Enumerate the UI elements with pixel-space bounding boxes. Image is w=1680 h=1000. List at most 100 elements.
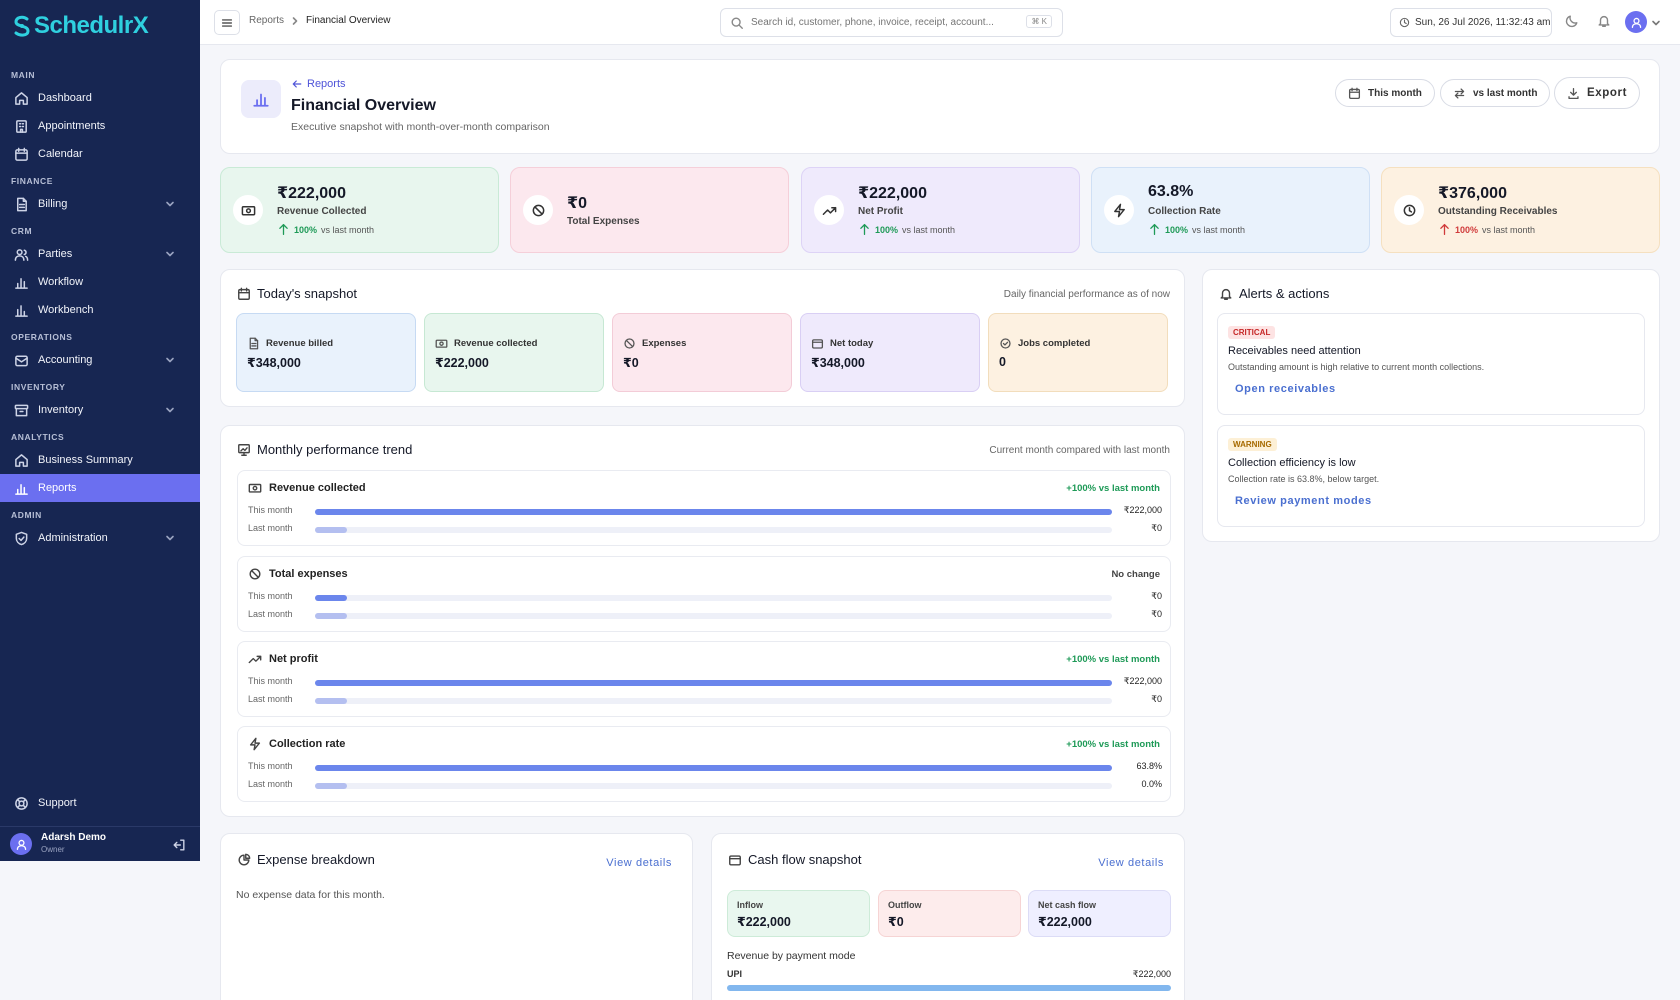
avatar (10, 833, 32, 855)
arrows-exchange-icon (1454, 87, 1465, 99)
alert-item: CRITICAL Receivables need attention Outs… (1217, 313, 1645, 415)
breadcrumb-parent[interactable]: Reports (249, 15, 285, 26)
app-name: SchedulrX (34, 12, 149, 39)
ban-icon (624, 338, 635, 349)
kpi-delta-percent: 100% (1165, 224, 1189, 235)
kpi-delta-percent: 100% (875, 224, 899, 235)
period-button[interactable]: This month (1335, 79, 1435, 107)
search-input[interactable] (751, 17, 1021, 28)
user-name: Adarsh Demo (41, 832, 107, 843)
user-avatar-button[interactable] (1625, 11, 1647, 33)
row-value: ₹0 (1151, 609, 1162, 619)
sidebar-item-label: Dashboard (38, 92, 92, 104)
trend-title: Monthly performance trend (257, 442, 413, 457)
snapshot-label: Jobs completed (1018, 338, 1091, 349)
section-label-crm: CRM (11, 226, 33, 236)
sidebar-item-appointments[interactable]: Appointments (0, 112, 200, 140)
sidebar-item-label: Administration (38, 532, 108, 544)
chevron-down-icon (166, 251, 174, 257)
menu-icon (221, 18, 233, 27)
open-receivables-link[interactable]: Open receivables (1235, 383, 1336, 395)
this-month-bar (315, 595, 347, 601)
row-value: ₹0 (1151, 694, 1162, 704)
sidebar-item-calendar[interactable]: Calendar (0, 140, 200, 168)
pie-chart-icon (238, 853, 251, 865)
search-shortcut: ⌘ K (1026, 15, 1052, 28)
app-logo[interactable]: SchedulrX (12, 8, 149, 44)
card-title: Expense breakdown (237, 852, 375, 867)
cashflow-view-details-link[interactable]: View details (1098, 857, 1164, 869)
sidebar-item-label: Workbench (38, 304, 94, 316)
sidebar-item-business-summary[interactable]: Business Summary (0, 446, 200, 474)
ban-icon (249, 568, 261, 580)
review-payment-modes-link[interactable]: Review payment modes (1235, 495, 1372, 507)
global-search[interactable]: ⌘ K (720, 8, 1063, 37)
last-month-bar (315, 783, 347, 789)
card-title: Monthly performance trend (237, 442, 412, 457)
bar-chart-icon (15, 483, 28, 495)
expense-title: Expense breakdown (257, 852, 375, 867)
sidebar-item-workbench[interactable]: Workbench (0, 296, 200, 324)
chevron-down-icon (166, 201, 174, 207)
alerts-title: Alerts & actions (1239, 286, 1330, 301)
sidebar-item-inventory[interactable]: Inventory (0, 396, 200, 424)
logout-icon[interactable] (172, 838, 186, 852)
snapshot-label: Net today (830, 338, 874, 349)
period-button-label: This month (1368, 87, 1422, 99)
card-title: Cash flow snapshot (728, 852, 861, 867)
sidebar-item-label: Accounting (38, 354, 93, 366)
file-text-icon (17, 197, 27, 211)
trending-up-icon (814, 195, 844, 225)
breadcrumb: Reports Financial Overview (249, 15, 391, 26)
row-value: 0.0% (1141, 779, 1162, 789)
page-title: Financial Overview (291, 97, 436, 114)
user-icon (16, 839, 26, 850)
sidebar-item-billing[interactable]: Billing (0, 190, 200, 218)
sidebar-item-label: Support (38, 797, 77, 809)
ban-icon (523, 195, 553, 225)
banknote-icon (233, 195, 263, 225)
sidebar-item-workflow[interactable]: Workflow (0, 268, 200, 296)
back-link[interactable]: Reports (291, 78, 346, 90)
menu-toggle-button[interactable] (214, 10, 240, 35)
compare-button-label: vs last month (1473, 87, 1538, 99)
page-subtitle: Executive snapshot with month-over-month… (291, 121, 550, 133)
sidebar-item-administration[interactable]: Administration (0, 524, 200, 552)
sidebar-item-accounting[interactable]: Accounting (0, 346, 200, 374)
kpi-delta-label: vs last month (1482, 224, 1536, 235)
page-header: Reports Financial Overview Executive sna… (220, 59, 1660, 154)
expense-view-details-link[interactable]: View details (606, 857, 672, 869)
export-button[interactable]: Export (1554, 77, 1641, 109)
progress-track (315, 698, 1112, 704)
chevron-down-icon[interactable] (1651, 18, 1661, 28)
metric-header: Revenue collected (248, 481, 366, 495)
moon-icon[interactable] (1565, 14, 1579, 28)
trending-up-icon (248, 655, 262, 664)
sidebar-item-support[interactable]: Support (0, 789, 200, 817)
compare-button[interactable]: vs last month (1440, 79, 1551, 107)
snapshot-value: ₹348,000 (247, 356, 301, 370)
download-icon (1568, 87, 1579, 99)
monthly-trend-card: Monthly performance trend Current month … (220, 425, 1185, 817)
bell-icon[interactable] (1597, 14, 1611, 28)
metric-change: +100% vs last month (1066, 739, 1160, 750)
calendar-icon (15, 147, 28, 161)
sidebar-item-parties[interactable]: Parties (0, 240, 200, 268)
kpi-delta-percent: 100% (294, 224, 318, 235)
arrow-left-icon (292, 80, 302, 88)
metric-name: Total expenses (269, 568, 348, 580)
arrow-up-icon (860, 223, 869, 236)
this-month-row: This month ₹222,000 (248, 676, 1162, 688)
empty-state-text: No expense data for this month. (236, 889, 385, 901)
kpi-delta-label: vs last month (321, 224, 375, 235)
metric-change: +100% vs last month (1066, 654, 1160, 665)
user-profile[interactable]: Adarsh Demo Owner (0, 826, 200, 861)
sidebar-item-dashboard[interactable]: Dashboard (0, 84, 200, 112)
this-month-bar (315, 509, 1112, 515)
this-month-row: This month 63.8% (248, 761, 1162, 773)
kpi-value: ₹222,000 (858, 185, 927, 202)
sidebar-item-reports[interactable]: Reports (0, 474, 200, 502)
banknote-icon (248, 483, 262, 493)
clock-icon (1399, 17, 1410, 28)
metric-name: Revenue collected (269, 482, 366, 494)
